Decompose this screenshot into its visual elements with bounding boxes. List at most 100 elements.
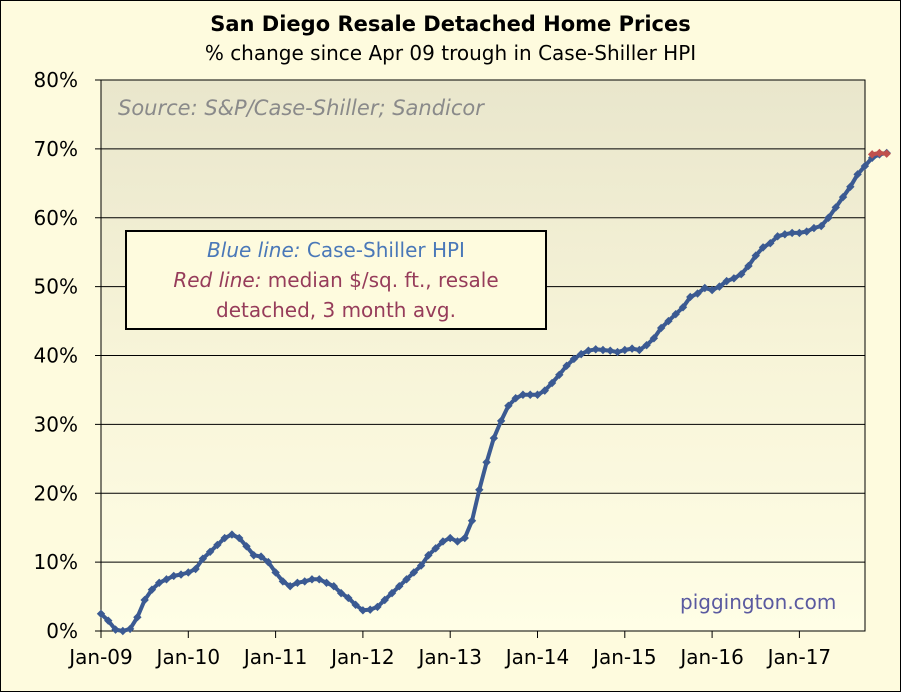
data-point-marker [540, 386, 549, 395]
gridlines [101, 148, 865, 563]
data-point-marker [467, 516, 477, 525]
source-note: Source: S&P/Case-Shiller; Sandicor [118, 96, 484, 120]
data-point-marker [409, 568, 419, 577]
data-point-marker [758, 243, 768, 252]
data-point-marker [620, 345, 629, 355]
data-point-marker [853, 170, 862, 179]
x-tick-label: Jan-09 [67, 645, 133, 669]
data-point-marker [496, 416, 506, 426]
data-point-marker [329, 582, 338, 591]
data-point-marker [271, 568, 280, 577]
legend-red-text-2: detached, 3 month avg. [216, 298, 456, 322]
data-point-marker [569, 354, 579, 364]
data-point-marker [795, 228, 804, 238]
data-point-marker [431, 544, 440, 553]
y-tick-label: 10% [34, 550, 78, 574]
legend-red-line: Red line: median $/sq. ft., resale [127, 265, 545, 295]
data-point-marker [489, 433, 499, 443]
data-point-marker [460, 533, 469, 543]
x-axis-ticks: Jan-09 Jan-10 Jan-11 Jan-12 Jan-13 Jan-14 Jan-… [67, 631, 831, 669]
data-point-marker [235, 533, 244, 543]
x-tick-label: Jan-15 [591, 645, 657, 669]
data-point-marker [249, 551, 258, 560]
legend-box: Blue line: Case-Shiller HPI Red line: me… [125, 230, 547, 330]
data-point-marker [678, 303, 688, 312]
data-point-marker [700, 283, 710, 293]
data-point-marker [155, 578, 164, 587]
data-point-marker [373, 602, 382, 612]
x-tick-label: Jan-10 [155, 645, 221, 669]
data-point-marker [664, 316, 673, 326]
data-point-marker [475, 485, 484, 495]
data-point-marker [555, 370, 564, 379]
data-point-marker [402, 575, 411, 584]
data-point-marker [264, 557, 273, 567]
credit-text: piggington.com [680, 590, 837, 614]
legend-red-label: Red line: [173, 268, 262, 292]
x-tick-label: Jan-14 [504, 645, 570, 669]
data-point-marker [184, 568, 193, 577]
data-point-marker [293, 578, 302, 587]
data-point-marker [213, 540, 222, 550]
data-point-marker [482, 458, 491, 467]
data-point-marker [111, 625, 120, 634]
data-point-marker [860, 161, 870, 171]
data-point-marker [198, 554, 208, 563]
data-point-marker [358, 606, 368, 615]
x-tick-label: Jan-17 [766, 645, 832, 669]
data-point-marker [766, 239, 775, 248]
data-point-marker [278, 577, 288, 586]
y-tick-label: 20% [34, 481, 78, 505]
data-point-marker [162, 575, 171, 584]
legend-blue-text: Case-Shiller HPI [306, 238, 465, 262]
data-point-marker [125, 624, 135, 634]
data-point-marker [511, 394, 520, 403]
y-tick-label: 40% [34, 344, 78, 368]
data-point-marker [737, 270, 746, 279]
y-tick-label: 0% [46, 619, 78, 643]
data-point-marker [882, 149, 891, 158]
data-point-marker [635, 345, 644, 355]
data-point-marker [838, 192, 848, 202]
data-point-marker [613, 347, 622, 357]
data-point-marker [453, 537, 462, 546]
data-point-marker [104, 616, 113, 625]
data-point-marker [671, 309, 680, 319]
data-point-marker [744, 261, 753, 271]
data-point-marker [380, 595, 389, 605]
x-tick-label: Jan-12 [329, 645, 395, 669]
data-point-marker [395, 582, 404, 591]
data-point-marker [526, 390, 535, 399]
data-point-marker [169, 571, 178, 581]
x-tick-label: Jan-11 [242, 645, 308, 669]
data-point-marker [693, 289, 702, 298]
series-layer [96, 148, 891, 636]
data-point-marker [205, 547, 215, 556]
data-point-marker [802, 227, 811, 236]
data-point-marker [817, 221, 826, 231]
data-point-marker [846, 182, 855, 191]
data-point-marker [606, 346, 615, 355]
data-point-marker [446, 533, 455, 543]
data-point-marker [147, 585, 157, 594]
data-point-marker [722, 276, 731, 286]
data-point-marker [504, 401, 513, 410]
legend-red-line-2: detached, 3 month avg. [127, 295, 545, 325]
data-point-marker [562, 361, 571, 371]
data-point-marker [96, 609, 106, 618]
data-point-marker [729, 274, 739, 283]
data-point-marker [831, 203, 840, 212]
data-point-marker [307, 575, 317, 584]
data-point-marker [322, 578, 331, 587]
y-tick-label: 60% [34, 206, 78, 230]
data-point-marker [598, 345, 608, 355]
data-point-marker [424, 551, 433, 560]
data-point-marker [438, 537, 448, 546]
chart-title: San Diego Resale Detached Home Prices [210, 12, 691, 36]
data-point-marker [547, 378, 557, 388]
data-point-marker [875, 148, 884, 158]
data-point-marker [780, 230, 790, 239]
data-point-marker [242, 542, 251, 551]
data-point-marker [118, 626, 128, 636]
data-point-marker [715, 282, 724, 291]
